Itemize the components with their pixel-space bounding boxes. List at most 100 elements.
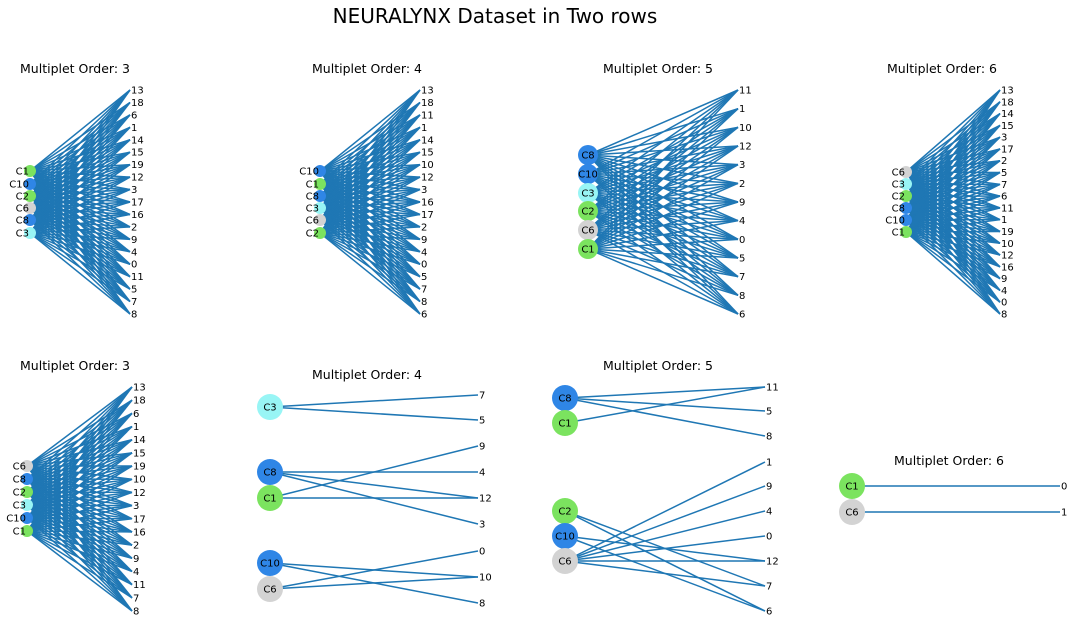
edge-line	[26, 518, 133, 532]
edge-line	[29, 126, 131, 234]
target-label: 7	[479, 391, 485, 402]
node-label: C8	[892, 204, 905, 215]
node-c1	[24, 165, 36, 177]
target-label: 13	[1001, 86, 1014, 97]
node-label: C10	[260, 559, 280, 570]
target-label: 6	[1001, 192, 1007, 203]
panel-title: Multiplet Order: 5	[603, 61, 713, 76]
edge-line	[29, 151, 131, 234]
node-label: C1	[13, 527, 26, 538]
target-label: 9	[1001, 274, 1007, 285]
node-label: C10	[9, 180, 29, 191]
target-label: 11	[421, 110, 434, 121]
node-label: C10	[555, 532, 575, 543]
node-label: C1	[845, 482, 858, 493]
target-label: 10	[421, 160, 434, 171]
node-c3	[24, 227, 36, 239]
node-label: C8	[16, 216, 29, 227]
edge-line	[29, 89, 131, 221]
edge-line	[29, 164, 131, 234]
edge-line	[26, 491, 133, 532]
target-label: 17	[133, 514, 146, 525]
target-label: 7	[133, 593, 139, 604]
panel-title: Multiplet Order: 4	[312, 367, 422, 382]
panel-title: Multiplet Order: 6	[887, 61, 997, 76]
edge-line	[587, 145, 739, 250]
node-label: C1	[306, 180, 319, 191]
edge-line	[587, 182, 739, 250]
node-c3	[900, 178, 912, 190]
edge-line	[905, 113, 1001, 233]
node-label: C1	[558, 419, 571, 430]
target-label: 5	[421, 272, 427, 283]
edge-line	[319, 232, 421, 290]
edge-line	[29, 89, 131, 185]
node-label: C2	[13, 488, 26, 499]
target-label: 3	[133, 501, 139, 512]
edge-line	[26, 530, 133, 533]
node-c3	[578, 183, 598, 203]
edge-line	[905, 89, 1001, 209]
edge-line	[564, 397, 766, 437]
node-c6	[839, 499, 865, 525]
edge-line	[26, 439, 133, 532]
edge-line	[905, 231, 1001, 268]
edge-line	[587, 89, 739, 231]
node-label: C1	[581, 245, 594, 256]
target-label: 2	[131, 222, 137, 233]
edge-line	[564, 535, 766, 562]
edge-line	[26, 386, 133, 467]
edge-line	[319, 89, 421, 221]
node-label: C6	[16, 204, 29, 215]
edge-line	[26, 530, 133, 612]
node-label: C6	[581, 226, 594, 237]
target-label: 4	[133, 567, 139, 578]
target-label: 11	[739, 86, 752, 97]
figure-title: NEURALYNX Dataset in Two rows	[332, 4, 658, 28]
node-c8	[21, 473, 33, 485]
node-label: C2	[892, 192, 905, 203]
target-label: 3	[131, 185, 137, 196]
edge-line	[587, 89, 739, 156]
edge-line	[26, 386, 133, 532]
node-c10	[21, 512, 33, 524]
edge-line	[26, 452, 133, 532]
target-label: 10	[133, 475, 146, 486]
target-label: 4	[766, 507, 772, 518]
node-label: C1	[263, 494, 276, 505]
target-label: 14	[131, 135, 144, 146]
node-label: C10	[578, 170, 598, 181]
edge-line	[269, 550, 479, 590]
edge-line	[319, 89, 421, 197]
edge-line	[26, 412, 133, 532]
edge-line	[564, 461, 766, 562]
edge-line	[905, 89, 1001, 197]
edge-line	[564, 510, 766, 562]
edge-line	[319, 232, 421, 315]
node-label: C3	[16, 229, 29, 240]
edge-line	[319, 232, 421, 303]
edge-line	[29, 232, 131, 278]
edge-line	[269, 394, 479, 408]
edge-line	[587, 238, 739, 250]
edge-line	[29, 201, 131, 234]
edge-line	[319, 226, 421, 234]
target-label: 5	[1001, 168, 1007, 179]
target-label: 6	[766, 607, 772, 618]
node-c2	[21, 486, 33, 498]
edge-line	[905, 218, 1001, 233]
target-label: 12	[766, 557, 779, 568]
node-label: C3	[306, 204, 319, 215]
target-label: 10	[739, 123, 752, 134]
target-label: 7	[131, 297, 137, 308]
panel-5: Multiplet Order: 3C6C8C2C3C10C1131861141…	[6, 358, 145, 618]
edge-line	[587, 164, 739, 250]
node-label: C3	[892, 180, 905, 191]
node-label: C8	[581, 151, 594, 162]
target-label: 8	[131, 310, 137, 321]
target-label: 11	[131, 272, 144, 283]
node-c6	[21, 460, 33, 472]
target-label: 13	[133, 383, 146, 394]
target-label: 18	[1001, 97, 1014, 108]
